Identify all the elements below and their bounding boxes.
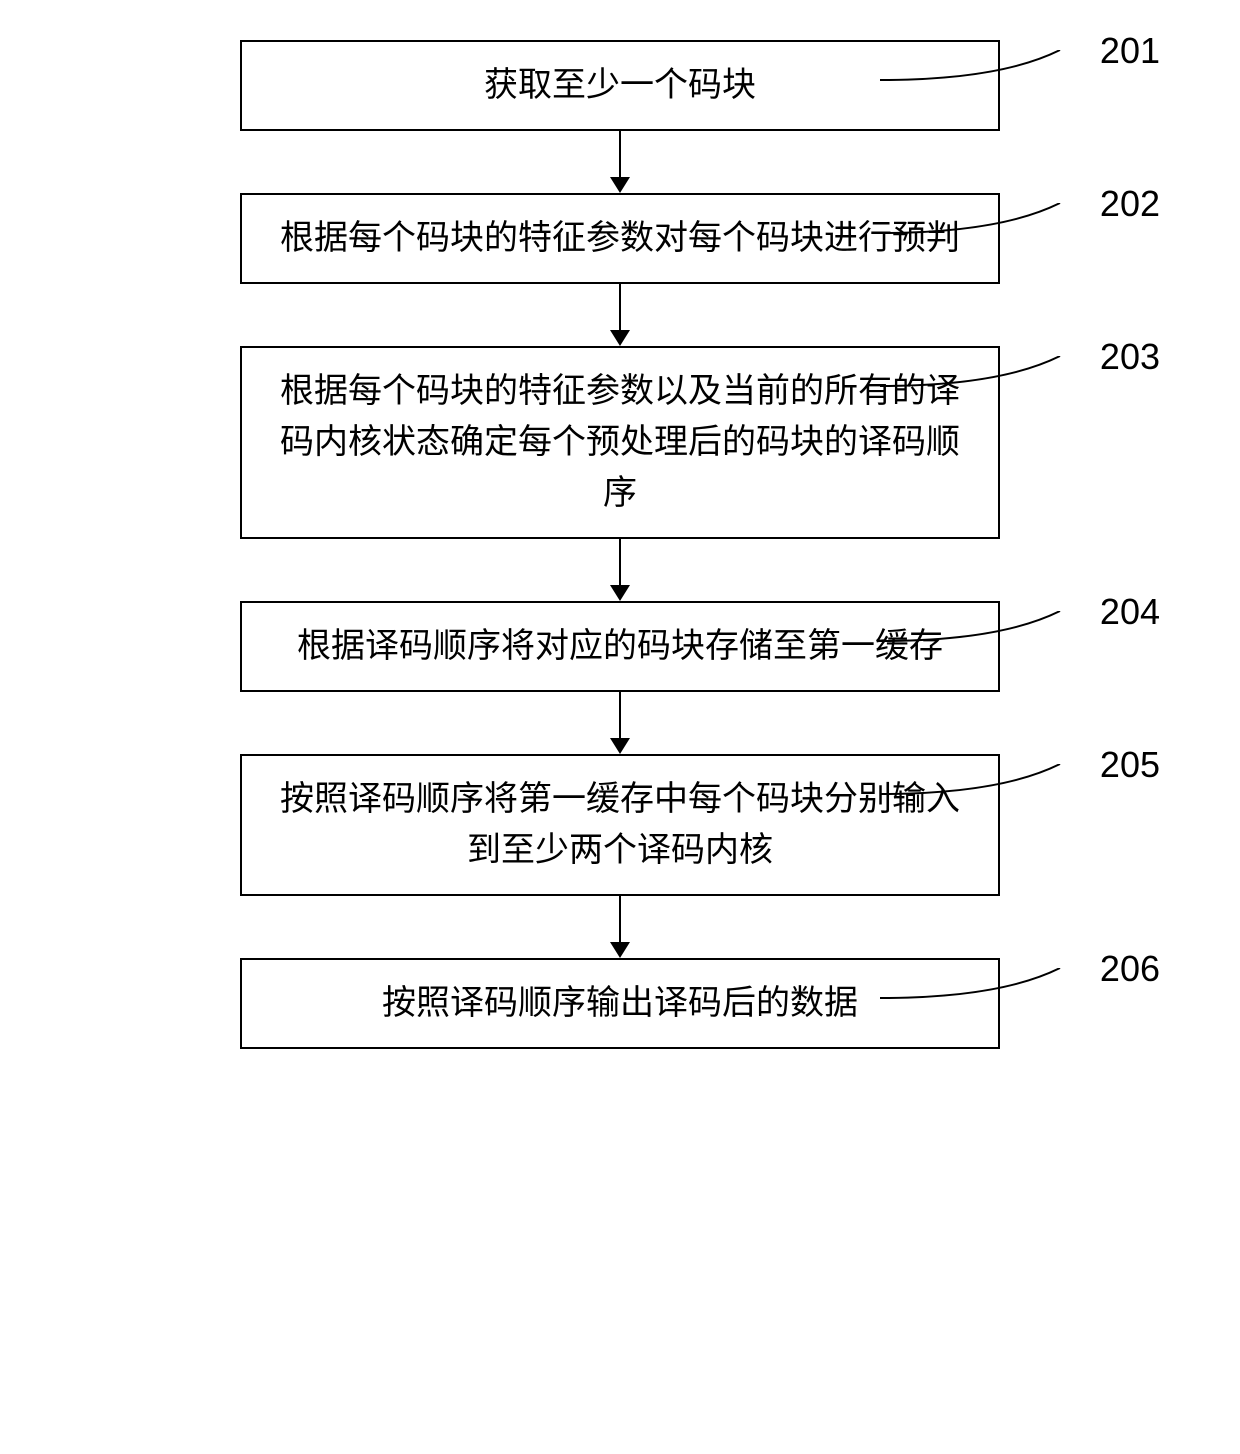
arrow-line	[619, 539, 621, 587]
step-label: 201	[1100, 30, 1160, 72]
step-text: 按照译码顺序输出译码后的数据	[382, 978, 858, 1029]
step-label: 204	[1100, 591, 1160, 633]
step-text: 根据译码顺序将对应的码块存储至第一缓存	[297, 621, 943, 672]
step-label: 205	[1100, 744, 1160, 786]
arrow	[610, 692, 630, 754]
arrow	[610, 284, 630, 346]
step-text: 按照译码顺序将第一缓存中每个码块分别输入到至少两个译码内核	[272, 774, 968, 876]
arrow-head	[610, 177, 630, 193]
connector-curve	[880, 356, 1090, 396]
connector-curve	[880, 203, 1090, 243]
step-text: 获取至少一个码块	[484, 60, 756, 111]
arrow-line	[619, 131, 621, 179]
step-text: 根据每个码块的特征参数以及当前的所有的译码内核状态确定每个预处理后的码块的译码顺…	[272, 366, 968, 519]
arrow-line	[619, 692, 621, 740]
arrow-line	[619, 284, 621, 332]
arrow	[610, 539, 630, 601]
arrow	[610, 131, 630, 193]
arrow-head	[610, 585, 630, 601]
arrow-head	[610, 330, 630, 346]
step-container-4: 根据译码顺序将对应的码块存储至第一缓存 204	[20, 601, 1220, 692]
step-container-3: 根据每个码块的特征参数以及当前的所有的译码内核状态确定每个预处理后的码块的译码顺…	[20, 346, 1220, 539]
flowchart-container: 获取至少一个码块 201 根据每个码块的特征参数对每个码块进行预判 202 根据…	[20, 40, 1220, 1049]
step-text: 根据每个码块的特征参数对每个码块进行预判	[280, 213, 960, 264]
step-container-1: 获取至少一个码块 201	[20, 40, 1220, 131]
step-label: 206	[1100, 948, 1160, 990]
connector-curve	[880, 968, 1090, 1008]
arrow	[610, 896, 630, 958]
step-label: 202	[1100, 183, 1160, 225]
connector-curve	[880, 50, 1090, 90]
arrow-head	[610, 942, 630, 958]
step-container-5: 按照译码顺序将第一缓存中每个码块分别输入到至少两个译码内核 205	[20, 754, 1220, 896]
step-container-6: 按照译码顺序输出译码后的数据 206	[20, 958, 1220, 1049]
connector-curve	[880, 611, 1090, 651]
step-label: 203	[1100, 336, 1160, 378]
step-container-2: 根据每个码块的特征参数对每个码块进行预判 202	[20, 193, 1220, 284]
connector-curve	[880, 764, 1090, 804]
arrow-line	[619, 896, 621, 944]
arrow-head	[610, 738, 630, 754]
